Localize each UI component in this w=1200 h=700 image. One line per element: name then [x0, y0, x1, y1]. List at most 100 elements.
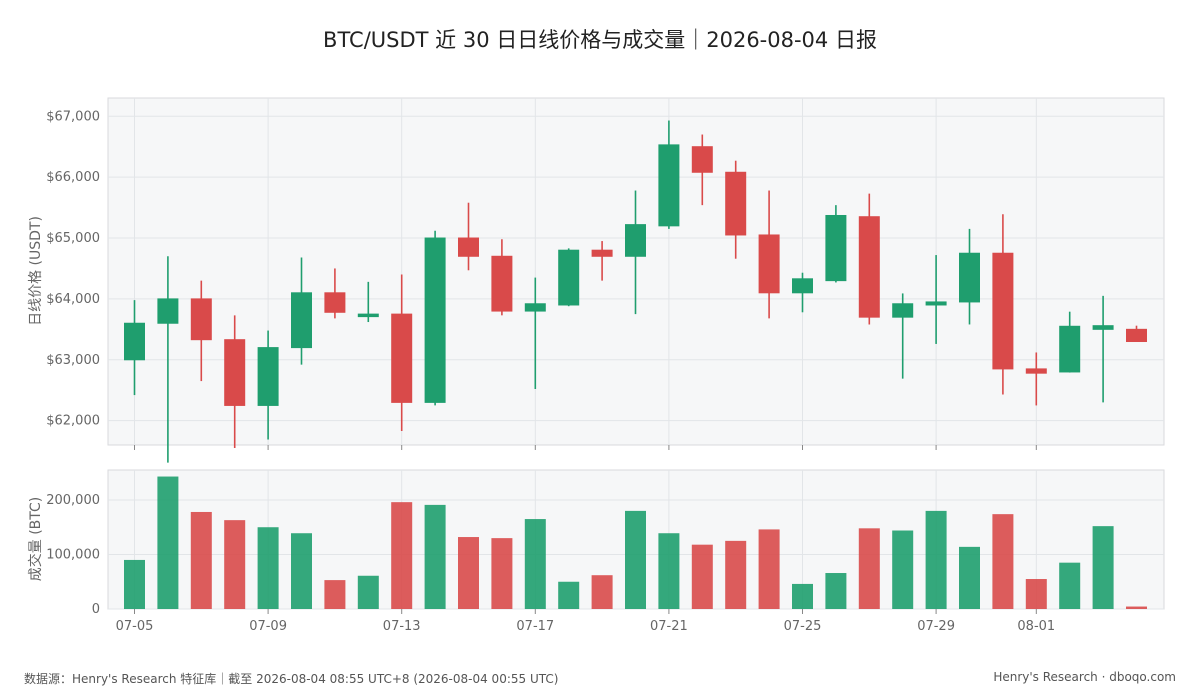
volume-bar-07-31 — [992, 514, 1014, 609]
volume-bar-07-26 — [825, 573, 847, 609]
candle-body — [324, 292, 346, 313]
candle-body — [424, 237, 446, 403]
candle-07-08 — [224, 315, 246, 449]
candle-07-25 — [792, 272, 813, 313]
candle-body — [291, 292, 312, 349]
volume-y-tick-label: 100,000 — [46, 547, 100, 562]
volume-bar-07-24 — [758, 529, 780, 609]
candle-07-05 — [124, 300, 145, 396]
candle-07-20 — [625, 190, 646, 315]
candle-body — [257, 347, 279, 406]
x-tick-label: 07-29 — [917, 619, 955, 634]
volume-bar-07-16 — [491, 538, 513, 609]
candle-body — [157, 298, 179, 324]
candle-body — [892, 303, 914, 318]
candle-07-12 — [357, 281, 379, 323]
volume-bar-07-05 — [124, 559, 145, 609]
x-tick-label: 07-25 — [784, 619, 822, 634]
candle-07-14 — [424, 230, 446, 406]
candle-body — [524, 303, 546, 312]
candle-body — [224, 339, 246, 406]
candle-07-06 — [157, 256, 179, 463]
brand-link[interactable]: Henry's Research · dboqo.com — [993, 670, 1176, 684]
date-x-ticks: 07-05 07-09 07-13 07-17 07-21 07-25 07-29 08-01 — [116, 445, 1055, 634]
candle-body — [825, 214, 847, 282]
volume-bar-07-06 — [157, 476, 179, 609]
candle-body — [558, 249, 580, 306]
candle-07-16 — [491, 239, 513, 316]
candle-07-26 — [825, 205, 847, 283]
candle-body — [925, 301, 947, 306]
candle-07-17 — [524, 277, 546, 389]
candle-body — [625, 224, 646, 257]
candle-08-01 — [1025, 352, 1047, 406]
candle-07-10 — [291, 257, 312, 365]
candle-body — [992, 252, 1014, 370]
volume-bar-07-12 — [357, 575, 379, 609]
volume-bar-07-14 — [424, 504, 446, 609]
volume-bar-07-07 — [190, 511, 212, 609]
volume-y-tick-label: 0 — [92, 602, 100, 617]
candle-body — [1092, 325, 1114, 330]
candle-07-07 — [190, 280, 212, 382]
candle-07-15 — [458, 202, 479, 271]
candle-07-11 — [324, 268, 346, 319]
candle-08-03 — [1092, 295, 1114, 403]
candle-07-29 — [925, 255, 947, 344]
candle-07-30 — [959, 228, 980, 325]
candle-body — [959, 252, 980, 303]
volume-bar-07-21 — [658, 533, 680, 609]
candle-body — [491, 255, 513, 312]
candle-body — [725, 171, 747, 236]
candle-07-19 — [591, 241, 613, 281]
candle-body — [858, 216, 880, 318]
volume-bar-07-19 — [591, 575, 613, 609]
volume-bar-08-01 — [1025, 579, 1047, 609]
candle-body — [1126, 328, 1147, 343]
price-y-axis-label: 日线价格 (USDT) — [28, 216, 44, 326]
x-tick-label: 07-05 — [116, 619, 154, 634]
volume-bar-07-25 — [792, 583, 813, 609]
x-tick-label: 07-13 — [383, 619, 421, 634]
volume-bar-07-08 — [224, 520, 246, 609]
candle-08-02 — [1059, 311, 1081, 373]
candle-07-31 — [992, 214, 1014, 395]
candle-07-09 — [257, 330, 279, 440]
candle-07-21 — [658, 120, 680, 229]
volume-y-tick-label: 200,000 — [46, 493, 100, 508]
price-y-tick-label: $65,000 — [46, 231, 100, 246]
candle-07-22 — [691, 134, 713, 206]
price-y-tick-label: $63,000 — [46, 353, 100, 368]
volume-bar-07-17 — [524, 519, 546, 609]
volume-bar-07-20 — [625, 510, 646, 609]
volume-y-ticks: 0 100,000 200,000 — [46, 493, 100, 617]
candle-07-18 — [558, 248, 580, 307]
candle-body — [391, 313, 413, 403]
candle-body — [591, 249, 613, 257]
candle-07-24 — [758, 190, 780, 319]
candle-body — [357, 313, 379, 318]
volume-bar-08-02 — [1059, 562, 1081, 609]
candle-body — [758, 234, 780, 294]
volume-bar-08-04 — [1126, 606, 1147, 609]
volume-y-axis-label: 成交量 (BTC) — [27, 497, 44, 582]
candle-body — [1025, 368, 1047, 374]
x-tick-label: 07-09 — [249, 619, 287, 634]
candle-body — [792, 278, 813, 294]
data-source-note: 数据源：Henry's Research 特征库｜截至 2026-08-04 0… — [24, 672, 559, 686]
volume-bar-07-22 — [691, 544, 713, 609]
volume-bar-07-13 — [391, 502, 413, 609]
candle-body — [691, 146, 713, 173]
candle-body — [124, 322, 145, 361]
volume-bar-07-11 — [324, 580, 346, 609]
candle-07-28 — [892, 293, 914, 379]
volume-bar-07-28 — [892, 530, 914, 609]
volume-bar-07-30 — [959, 546, 980, 609]
candlestick-series — [124, 120, 1147, 463]
volume-bar-07-18 — [558, 581, 580, 609]
price-y-tick-label: $62,000 — [46, 414, 100, 429]
volume-bar-07-27 — [858, 528, 880, 609]
candle-body — [190, 298, 212, 341]
volume-bar-08-03 — [1092, 526, 1114, 609]
